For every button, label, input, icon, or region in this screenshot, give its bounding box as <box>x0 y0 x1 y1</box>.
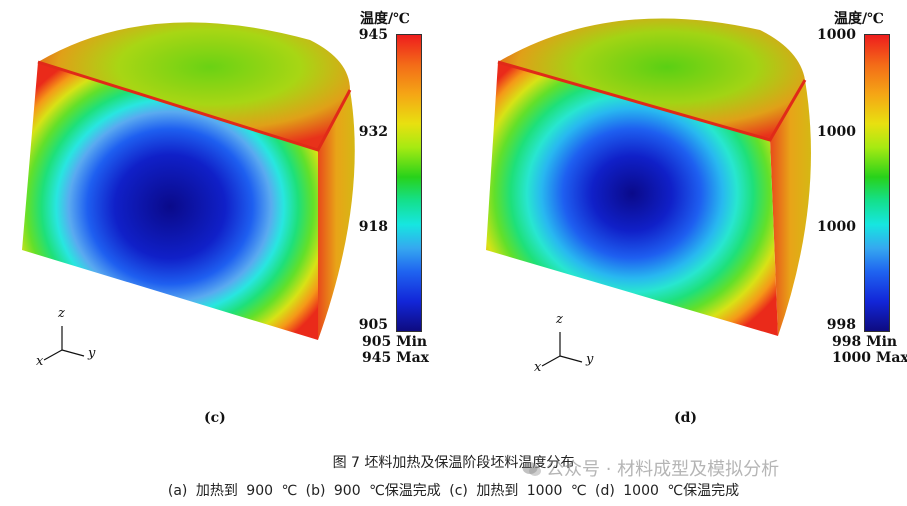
legend-tick: 932 <box>358 124 388 140</box>
billet-side-surface-c <box>318 90 355 340</box>
billet-top-surface-c <box>38 22 350 151</box>
axis-x-label: x <box>36 354 44 369</box>
figure-caption-title: 图 7 坯料加热及保温阶段坯料温度分布 <box>332 455 575 471</box>
colorbar-d <box>864 34 890 332</box>
wechat-icon <box>522 462 541 476</box>
legend-tick: 1000 <box>817 219 856 235</box>
legend-min-max: 998 Min 1000 Max <box>832 334 907 366</box>
axis-y-label: y <box>88 346 96 361</box>
legend-tick: 905 <box>358 317 388 333</box>
billet-side-surface-d <box>770 80 811 336</box>
legend-title: 温度/℃ <box>834 11 884 27</box>
panel-c: z y x 温度/℃ 945 932 918 905 905 Min 945 M… <box>0 0 440 430</box>
axis-x-label: x <box>534 360 542 375</box>
legend-tick: 1000 <box>817 27 856 43</box>
axis-y-label: y <box>586 352 594 367</box>
axis-z-label: z <box>58 306 65 321</box>
axis-triad-d <box>541 332 583 367</box>
panel-d: z y x 温度/℃ 1000 1000 1000 998 998 Min 10… <box>460 0 907 430</box>
legend-min-max: 905 Min 945 Max <box>362 334 429 366</box>
axis-z-label: z <box>556 312 563 327</box>
legend-min: 998 Min <box>832 334 898 350</box>
panel-label-d: (d) <box>674 410 698 426</box>
legend-min: 905 Min <box>362 334 428 350</box>
legend-max: 1000 Max <box>832 350 907 366</box>
colorbar-c <box>396 34 422 332</box>
temperature-field-c <box>22 22 355 361</box>
figure-caption-subtitle: (a) 加热到 900 ℃ (b) 900 ℃保温完成 (c) 加热到 1000… <box>167 483 740 499</box>
billet-top-surface-d <box>498 18 805 140</box>
legend-tick: 1000 <box>817 124 856 140</box>
billet-cut-face-d <box>486 62 778 336</box>
axis-triad-c <box>43 326 85 361</box>
panel-label-c: (c) <box>204 410 226 426</box>
watermark: 公众号 · 材料成型及模拟分析 <box>522 455 779 481</box>
legend-title: 温度/℃ <box>360 11 410 27</box>
legend-tick: 918 <box>358 219 388 235</box>
legend-max: 945 Max <box>362 350 430 366</box>
legend-tick: 945 <box>358 27 388 43</box>
temperature-field-d <box>486 18 811 367</box>
legend-tick: 998 <box>826 317 856 333</box>
watermark-text: 公众号 · 材料成型及模拟分析 <box>546 459 780 480</box>
billet-cut-face-c <box>22 62 318 340</box>
